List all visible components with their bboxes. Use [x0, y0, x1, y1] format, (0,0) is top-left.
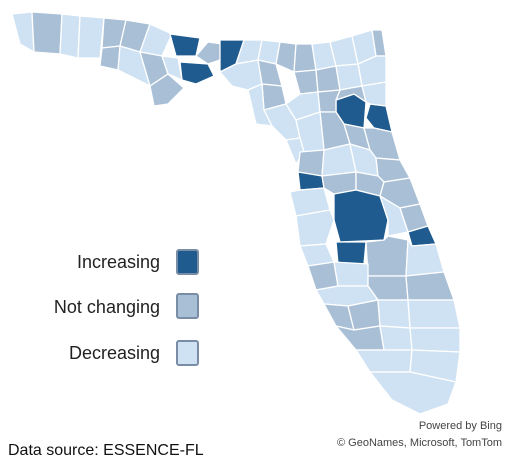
legend-label-not-changing: Not changing: [53, 297, 160, 317]
county-region: [347, 299, 381, 331]
county-region: [11, 11, 35, 53]
legend-swatch-increasing: [176, 249, 199, 275]
county-region: [361, 81, 387, 107]
county-region: [379, 325, 413, 351]
county-region: [377, 299, 411, 329]
county-region: [335, 325, 385, 351]
county-region: [333, 189, 389, 243]
county-region: [99, 45, 121, 71]
county-region: [405, 239, 445, 277]
county-region: [293, 69, 319, 95]
county-region: [369, 371, 457, 415]
county-region: [333, 261, 369, 287]
legend-swatch-decreasing: [176, 340, 199, 366]
legend-label-increasing: Increasing: [76, 252, 160, 272]
county-region: [307, 261, 339, 291]
county-region: [275, 41, 297, 73]
county-region: [179, 61, 215, 85]
county-region: [295, 209, 335, 247]
powered-by-credit: Powered by Bing: [418, 420, 502, 432]
data-source-caption: Data source: ESSENCE-FL: [8, 442, 204, 459]
county-region: [149, 73, 185, 107]
county-region: [355, 349, 413, 373]
county-region: [405, 271, 455, 301]
map-copyright-credit: © GeoNames, Microsoft, TomTom: [337, 437, 502, 449]
county-region: [335, 241, 367, 265]
county-region: [407, 299, 461, 329]
legend-label-decreasing: Decreasing: [68, 343, 160, 363]
county-region: [169, 33, 201, 57]
legend-swatch-not-changing: [176, 293, 199, 319]
county-region: [195, 41, 223, 65]
county-region: [317, 89, 341, 113]
county-region: [379, 195, 409, 237]
county-region: [289, 187, 331, 217]
county-region: [31, 11, 63, 55]
county-region: [77, 15, 105, 59]
county-region: [409, 327, 461, 353]
county-region: [59, 13, 81, 59]
county-region: [365, 235, 409, 277]
